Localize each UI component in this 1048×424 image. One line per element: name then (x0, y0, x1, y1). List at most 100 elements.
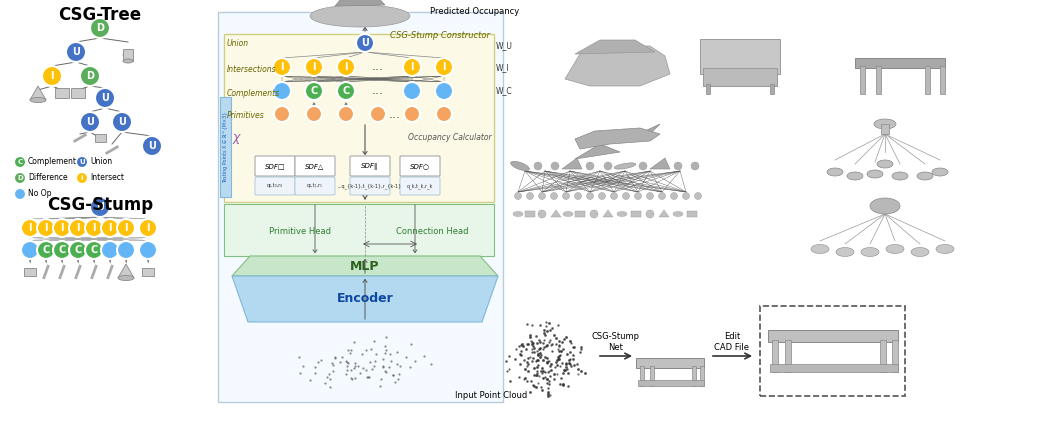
Circle shape (611, 192, 617, 200)
Polygon shape (562, 158, 582, 169)
Point (541, 378, 558, 385)
Bar (876, 66, 881, 94)
Point (518, 345, 534, 352)
Point (512, 351, 529, 358)
Point (346, 338, 363, 345)
Point (507, 346, 524, 353)
Text: U: U (80, 159, 85, 165)
Point (517, 374, 533, 381)
Point (327, 353, 344, 360)
Polygon shape (630, 124, 660, 139)
Text: U: U (148, 141, 156, 151)
Point (551, 363, 568, 370)
Circle shape (403, 58, 421, 76)
Point (550, 346, 567, 353)
Point (519, 377, 536, 384)
Circle shape (21, 241, 39, 259)
Text: SDF□: SDF□ (265, 163, 285, 169)
Point (549, 362, 566, 368)
FancyBboxPatch shape (294, 156, 335, 176)
FancyBboxPatch shape (400, 156, 440, 176)
Circle shape (515, 192, 522, 200)
Point (526, 344, 543, 351)
Text: SDF△: SDF△ (305, 163, 325, 169)
Circle shape (139, 219, 157, 237)
Point (530, 346, 547, 352)
Text: ...q_{k-1},t_{k-1},r_{k-1}: ...q_{k-1},t_{k-1},r_{k-1} (337, 183, 402, 189)
Text: C: C (59, 245, 66, 255)
Point (294, 363, 311, 369)
Point (363, 346, 379, 353)
Point (541, 320, 558, 326)
Text: Union: Union (90, 157, 112, 167)
Point (559, 365, 575, 372)
Text: Intersections: Intersections (227, 64, 277, 73)
Point (541, 337, 558, 343)
Text: q₀,t₀,r₀: q₀,t₀,r₀ (267, 184, 283, 189)
Text: Predicted Occupancy: Predicted Occupancy (430, 8, 519, 17)
Point (368, 351, 385, 357)
Text: I: I (28, 223, 31, 233)
Text: I: I (147, 223, 150, 233)
Ellipse shape (870, 198, 900, 214)
Text: χ: χ (233, 131, 240, 145)
Polygon shape (232, 256, 498, 276)
Point (512, 347, 529, 354)
Point (538, 354, 554, 361)
Polygon shape (551, 210, 561, 217)
Point (531, 373, 548, 379)
Point (527, 333, 544, 340)
Text: U: U (101, 93, 109, 103)
Text: Union: Union (227, 39, 249, 48)
Point (354, 365, 371, 372)
Circle shape (69, 241, 87, 259)
Text: U: U (118, 117, 126, 127)
Point (554, 345, 571, 352)
Point (541, 326, 558, 333)
Point (374, 356, 391, 363)
Point (548, 335, 565, 341)
Circle shape (85, 219, 103, 237)
Point (533, 387, 550, 394)
Point (514, 340, 530, 347)
Text: Complement: Complement (28, 157, 77, 167)
Point (357, 367, 374, 374)
Point (532, 383, 549, 390)
Ellipse shape (310, 5, 410, 27)
Point (558, 360, 574, 367)
Point (385, 371, 401, 378)
Circle shape (563, 192, 569, 200)
Circle shape (117, 241, 135, 259)
Bar (638, 380, 704, 386)
Bar (770, 84, 774, 94)
Circle shape (85, 241, 103, 259)
Text: Connection Head: Connection Head (396, 228, 468, 237)
Text: SDF‖: SDF‖ (362, 162, 378, 170)
Text: ...: ... (372, 84, 384, 98)
Point (560, 383, 576, 390)
Bar (71, 88, 85, 98)
Bar (860, 66, 865, 94)
Text: U: U (86, 117, 94, 127)
Text: C: C (90, 245, 97, 255)
Circle shape (337, 58, 355, 76)
Point (321, 371, 337, 378)
Bar (925, 66, 930, 94)
Bar (892, 340, 898, 372)
Point (566, 362, 583, 368)
Bar (700, 366, 704, 386)
Circle shape (370, 106, 386, 122)
Circle shape (77, 156, 88, 168)
Text: Testing Points X ∈ ℝ^{M×3}: Testing Points X ∈ ℝ^{M×3} (223, 112, 228, 183)
Point (391, 370, 408, 377)
Point (558, 361, 574, 368)
Circle shape (21, 219, 39, 237)
Point (550, 321, 567, 328)
Text: I: I (92, 223, 95, 233)
Point (527, 384, 544, 391)
Circle shape (691, 162, 699, 170)
Point (322, 383, 339, 390)
Point (561, 360, 577, 366)
Point (520, 368, 537, 374)
Point (347, 363, 364, 369)
